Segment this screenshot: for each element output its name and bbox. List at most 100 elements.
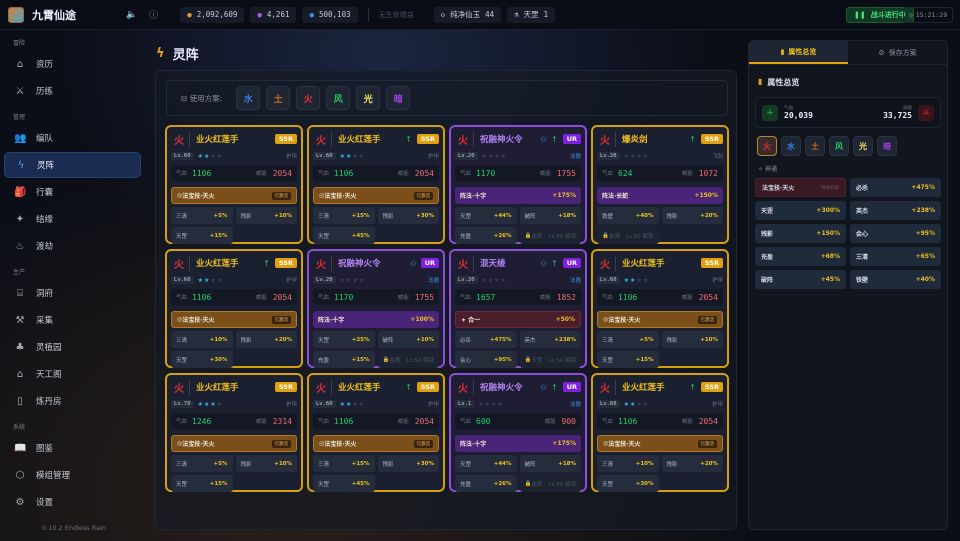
favorite-star-icon[interactable]: ✩ bbox=[540, 134, 547, 144]
bonus-slot[interactable]: 天罡 +15% bbox=[597, 351, 659, 368]
sidebar-item-package[interactable]: ⬡ 模组管理 bbox=[4, 462, 141, 488]
bonus-slot[interactable]: 残影 +10% bbox=[235, 207, 297, 224]
element-filter-button[interactable]: 风 bbox=[829, 136, 849, 156]
artifact-card[interactable]: 火业火红莲手 SSR Lv.70 ★★★★ 护甲 气血 1246 威能 2314 ◎ 法宝技·天火… bbox=[165, 373, 303, 492]
sidebar-item-factory[interactable]: ⌂ 天工阁 bbox=[4, 361, 141, 387]
locked-slot[interactable]: 🔒 天罡 Lv.50 解锁 bbox=[519, 351, 581, 368]
element-button[interactable]: 风 bbox=[326, 86, 351, 110]
element-filter-button[interactable]: 火 bbox=[757, 136, 777, 156]
artifact-card[interactable]: 火业火红莲手 ↑ SSR Lv.60 ★★★★ 护甲 气血 1106 威能 2054 ◎ 法宝技·天… bbox=[591, 373, 729, 492]
sidebar-item-hammer[interactable]: ⚒ 采集 bbox=[4, 307, 141, 333]
bonus-slot[interactable]: 天罡 +44% bbox=[455, 455, 517, 472]
sidebar-item-backpack[interactable]: 🎒 行囊 bbox=[4, 179, 141, 205]
sidebar-item-flame[interactable]: ♨ 渡劫 bbox=[4, 233, 141, 259]
bonus-slot[interactable]: 英杰 +238% bbox=[519, 331, 581, 348]
bonus-slot[interactable]: 残影 +30% bbox=[377, 455, 439, 472]
bonus-slot[interactable]: 残影 +10% bbox=[661, 331, 723, 348]
star-icon: ★ bbox=[197, 276, 204, 284]
sidebar-item-cave[interactable]: ⌸ 洞府 bbox=[4, 280, 141, 306]
sidebar-item-sparkles[interactable]: ✦ 结缘 bbox=[4, 206, 141, 232]
element-button[interactable]: 火 bbox=[296, 86, 321, 110]
bonus-slot[interactable]: 三清 +15% bbox=[313, 455, 375, 472]
element-filter-button[interactable]: 土 bbox=[805, 136, 825, 156]
bonus-slot[interactable]: 天罡 +25% bbox=[313, 331, 375, 348]
locked-slot[interactable]: 🔒 金刚 Lv.50 解锁 bbox=[597, 227, 659, 244]
favorite-star-icon[interactable]: ✩ bbox=[540, 382, 547, 392]
element-button[interactable]: 光 bbox=[356, 86, 381, 110]
rarity-badge: UR bbox=[420, 258, 439, 268]
resource-coin[interactable]: ● 2,092,609 bbox=[180, 6, 245, 23]
bonus-slot[interactable]: 会心 +95% bbox=[455, 351, 517, 368]
bonus-slot[interactable]: 残影 +20% bbox=[661, 207, 723, 224]
element-button[interactable]: 土 bbox=[266, 86, 291, 110]
help-icon[interactable]: ⓘ bbox=[149, 11, 159, 21]
bonus-slot[interactable]: 充盈 +26% bbox=[455, 227, 517, 244]
locked-slot[interactable]: 🔒 金刚 Lv.50 解锁 bbox=[519, 227, 581, 244]
battle-status[interactable]: ❚❚ 战斗进行中 bbox=[846, 7, 914, 23]
artifact-card[interactable]: 火业火红莲手 ↑ SSR Lv.60 ★★★★ 护甲 气血 1106 威能 2054 ◎ 法宝技·天… bbox=[307, 373, 445, 492]
bonus-slot[interactable]: 三清 +5% bbox=[171, 207, 233, 224]
artifact-card[interactable]: 火祝融神火令 ✩ UR Lv.20 ★★★★ 法器 气血 1170 威能 1755 阵法·十字 +10… bbox=[307, 249, 445, 368]
sidebar-item-furnace[interactable]: ▯ 炼丹房 bbox=[4, 388, 141, 414]
bonus-slot[interactable]: 充盈 +15% bbox=[313, 351, 375, 368]
bonus-slot[interactable]: 天罡 +44% bbox=[455, 207, 517, 224]
bonus-slot[interactable]: 三清 +5% bbox=[171, 455, 233, 472]
bonus-slot[interactable]: 破阵 +10% bbox=[377, 331, 439, 348]
artifact-card[interactable]: 火业火红莲手 SSR Lv.60 ★★★★ 护甲 气血 1106 威能 2054 ◎ 法宝技·天火… bbox=[165, 125, 303, 244]
sidebar-item-home[interactable]: ⌂ 资历 bbox=[4, 51, 141, 77]
element-button[interactable]: 水 bbox=[236, 86, 261, 110]
bonus-slot[interactable]: 必杀 +475% bbox=[455, 331, 517, 348]
bonus-slot[interactable]: 天罡 +45% bbox=[313, 227, 375, 244]
jade-badge[interactable]: ◇ 纯净仙玉 44 bbox=[433, 6, 502, 23]
element-button[interactable]: 暗 bbox=[386, 86, 411, 110]
bonus-slot[interactable]: 充盈 +26% bbox=[455, 475, 517, 492]
band-label: 阵法·十字 bbox=[460, 193, 487, 200]
bonus-slot[interactable]: 破阵 +18% bbox=[519, 455, 581, 472]
artifact-card[interactable]: 火业火红莲手 ↑ SSR Lv.60 ★★★★ 护甲 气血 1106 威能 2054 ◎ 法宝技·天… bbox=[307, 125, 445, 244]
artifact-card[interactable]: 火混天绫 ✩ ↑ UR Lv.20 ★★★★ 法器 气血 1657 威能 1852 ✦ 合一 +50% 必… bbox=[449, 249, 587, 368]
resource-water-drop[interactable]: ● 500,103 bbox=[302, 6, 358, 23]
sidebar-item-sword[interactable]: ⚔ 历练 bbox=[4, 78, 141, 104]
artifact-card[interactable]: 火祝融神火令 ✩ ↑ UR Lv.1 ★★★★ 法器 气血 600 威能 900 阵法·十字 +175%… bbox=[449, 373, 587, 492]
bonus-slot[interactable]: 三清 +10% bbox=[597, 455, 659, 472]
resource-spirit-stone[interactable]: ● 4,261 bbox=[250, 6, 297, 23]
bonus-slot[interactable]: 残影 +30% bbox=[377, 207, 439, 224]
realm-badge[interactable]: ⚗ 天罡 1 bbox=[507, 6, 556, 23]
bonus-slot[interactable]: 破阵 +18% bbox=[519, 207, 581, 224]
bonus-slot[interactable]: 天罡 +15% bbox=[171, 475, 233, 492]
bonus-slot[interactable]: 三清 +10% bbox=[171, 331, 233, 348]
artifact-card[interactable]: 火爆炎剑 ↑ SSR Lv.20 ★★★★ 飞剑 气血 624 威能 1072 阵法·长蛇 +150%… bbox=[591, 125, 729, 244]
bonus-slot[interactable]: 三清 +15% bbox=[313, 207, 375, 224]
bonus-slot[interactable]: 残影 +20% bbox=[235, 331, 297, 348]
bonus-slot[interactable]: 天罡 +30% bbox=[597, 475, 659, 492]
bonus-slot[interactable]: 铁壁 +40% bbox=[597, 207, 659, 224]
locked-slot[interactable]: 🔒 金刚 Lv.50 解锁 bbox=[519, 475, 581, 492]
bonus-slot[interactable]: 三清 +5% bbox=[597, 331, 659, 348]
bonus-slot[interactable]: 残影 +10% bbox=[235, 455, 297, 472]
favorite-star-icon[interactable]: ✩ bbox=[410, 258, 417, 268]
sidebar-item-lightning[interactable]: ϟ 灵阵 bbox=[4, 152, 141, 178]
artifact-card[interactable]: 火业火红莲手 ↑ SSR Lv.60 ★★★★ 护甲 气血 1106 威能 2054 ◎ 法宝技·天… bbox=[165, 249, 303, 368]
favorite-star-icon[interactable]: ✩ bbox=[540, 258, 547, 268]
tab-overview[interactable]: ▮ 属性总览 bbox=[749, 41, 848, 64]
sidebar-item-tree[interactable]: ♣ 灵植园 bbox=[4, 334, 141, 360]
sidebar-item-book[interactable]: 📖 图鉴 bbox=[4, 435, 141, 461]
tab-save-scheme[interactable]: ⚙ 保存方案 bbox=[848, 41, 947, 64]
element-filter-button[interactable]: 水 bbox=[781, 136, 801, 156]
element-filter-button[interactable]: 光 bbox=[853, 136, 873, 156]
bonus-slot[interactable]: 天罡 +45% bbox=[313, 475, 375, 492]
hp-value: 600 bbox=[476, 416, 491, 426]
artifact-card[interactable]: 火业火红莲手 SSR Lv.60 ★★★★ 护甲 气血 1106 威能 2054 ◎ 法宝技·天火… bbox=[591, 249, 729, 368]
artifact-card[interactable]: 火祝融神火令 ✩ ↑ UR Lv.20 ★★★★ 法器 气血 1170 威能 1755 阵法·十字 +1… bbox=[449, 125, 587, 244]
bonus-slot[interactable]: 天罡 +15% bbox=[171, 227, 233, 244]
level-badge: Lv.60 bbox=[313, 152, 336, 160]
locked-slot[interactable]: 🔒 金刚 Lv.50 解锁 bbox=[377, 351, 439, 368]
element-filter-button[interactable]: 暗 bbox=[877, 136, 897, 156]
slot-label: 金刚 bbox=[608, 233, 620, 240]
bonus-slot[interactable]: 残影 +20% bbox=[661, 455, 723, 472]
bonus-slot[interactable]: 天罡 +30% bbox=[171, 351, 233, 368]
sidebar-item-gear[interactable]: ⚙ 设置 bbox=[4, 489, 141, 515]
speaker-icon[interactable]: 🔈 bbox=[126, 9, 138, 20]
sidebar-item-users[interactable]: 👥 编队 bbox=[4, 125, 141, 151]
atk-value: 900 bbox=[561, 416, 576, 426]
